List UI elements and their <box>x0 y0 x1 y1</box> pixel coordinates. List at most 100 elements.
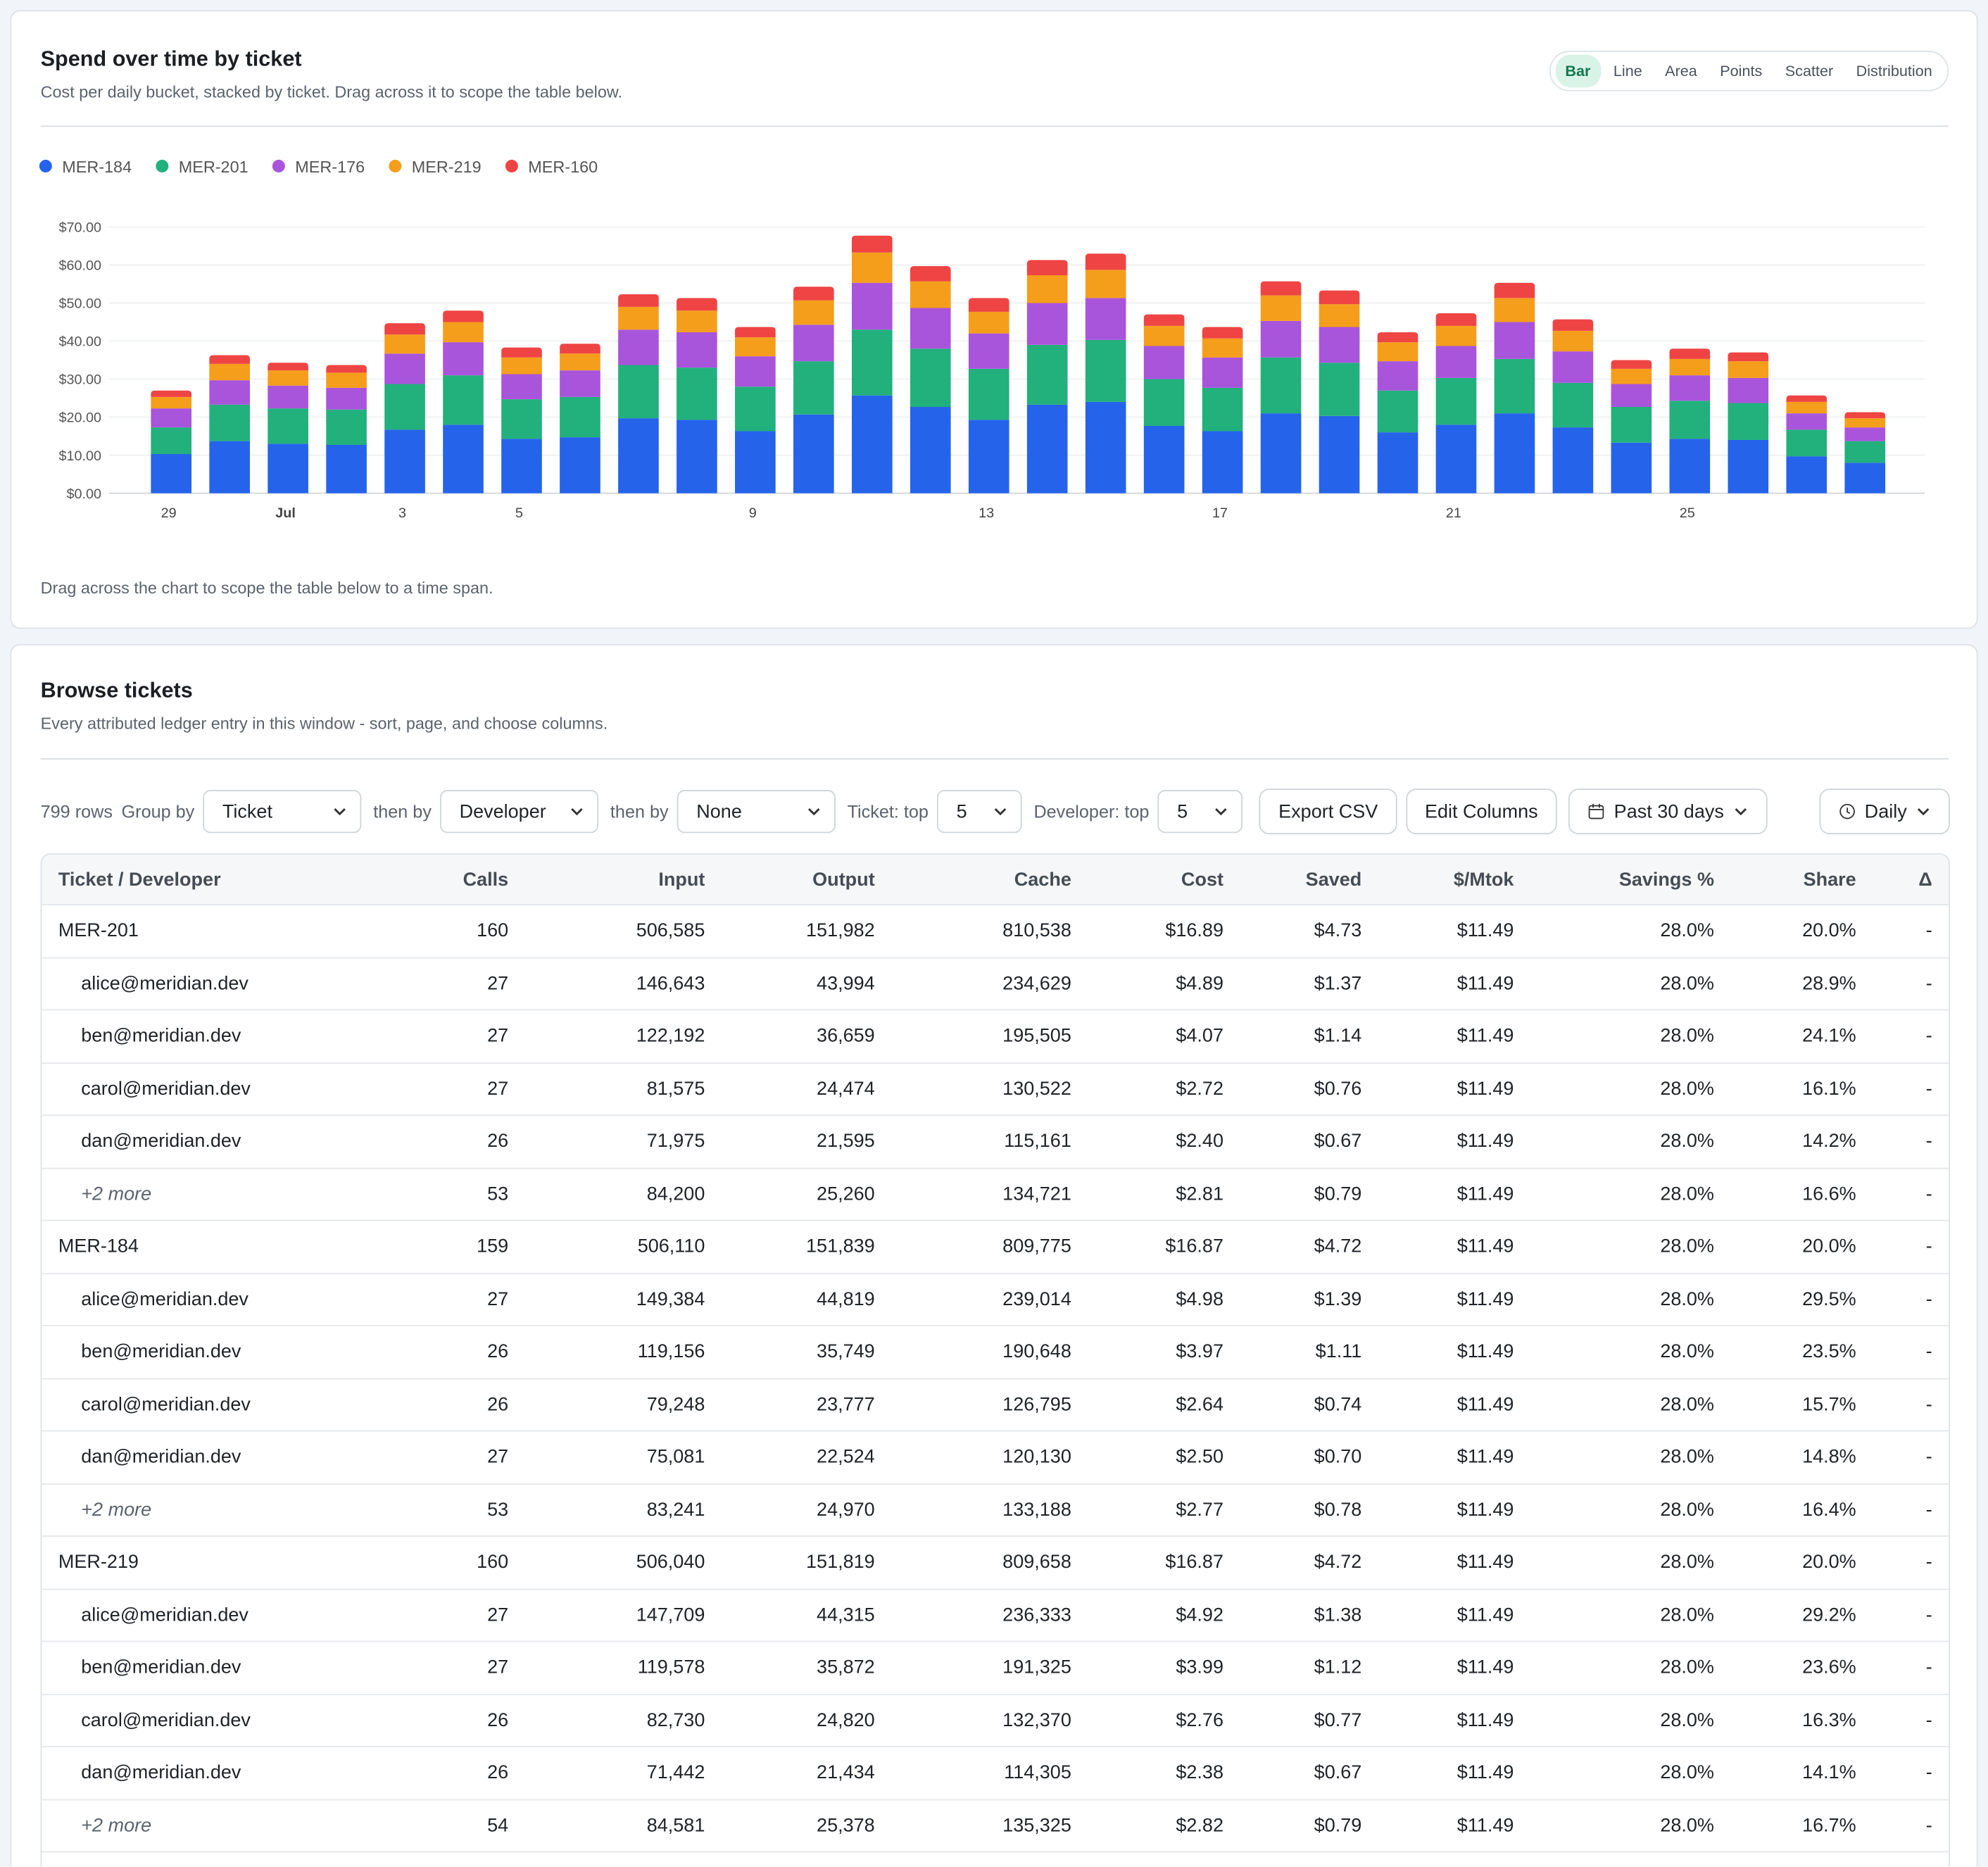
table-cell: 28.0% <box>1660 1446 1714 1469</box>
table-cell: - <box>1925 1446 1932 1469</box>
bar-segment <box>1552 427 1594 494</box>
table-cell: 120,130 <box>1002 1446 1071 1469</box>
y-tick-label: $40.00 <box>59 334 102 350</box>
bar-segment <box>851 395 893 494</box>
table-cell: $1.38 <box>1314 1604 1362 1626</box>
bar-segment <box>1552 351 1594 383</box>
table-cell: - <box>1925 1025 1932 1048</box>
bar-segment <box>209 404 250 441</box>
table-cell: 54 <box>487 1814 509 1837</box>
table-cell: Cost <box>1181 868 1223 891</box>
y-tick-label: $70.00 <box>59 220 102 236</box>
view-option[interactable]: Line <box>1613 62 1642 80</box>
bar-segment <box>968 311 1009 334</box>
bar-segment <box>1026 275 1068 303</box>
bar-segment <box>443 310 484 322</box>
bar-segment <box>1085 339 1126 402</box>
table-cell: 26 <box>487 1131 509 1152</box>
bar-segment <box>151 396 192 409</box>
chevron <box>1917 808 1930 816</box>
table-cell: MER-219 <box>58 1551 139 1573</box>
bar-segment <box>1319 415 1360 494</box>
chevron <box>571 808 584 816</box>
table-cell: $0.79 <box>1314 1183 1362 1205</box>
table-cell: - <box>1925 1657 1932 1679</box>
icon <box>1588 803 1604 819</box>
button[interactable]: Edit Columns <box>1405 788 1557 835</box>
table-cell: 15.7% <box>1802 1393 1856 1416</box>
table-cell: 506,585 <box>636 920 705 942</box>
view-option[interactable]: Bar <box>1555 54 1601 88</box>
table-cell: 506,040 <box>636 1551 705 1573</box>
select[interactable]: Ticket <box>203 790 363 834</box>
select[interactable]: 5 <box>1158 790 1243 834</box>
table-cell: 53 <box>487 1183 509 1205</box>
bar-segment <box>1844 412 1886 419</box>
table-cell: 190,648 <box>1002 1341 1071 1363</box>
bar-segment <box>501 357 542 375</box>
chevron <box>1215 808 1228 816</box>
table-cell: - <box>1925 1499 1932 1521</box>
button[interactable]: Export CSV <box>1259 788 1397 835</box>
bar-segment <box>851 282 893 330</box>
table-cell: dan@meridian.dev <box>81 1761 241 1784</box>
table-cell: $2.76 <box>1176 1709 1223 1731</box>
table-cell: 126,795 <box>1002 1393 1071 1416</box>
table-cell: Cache <box>1014 868 1071 891</box>
table-cell: 82,730 <box>646 1709 705 1731</box>
chevron <box>808 808 820 816</box>
table-cell: - <box>1925 1814 1932 1837</box>
table-cell: $1.12 <box>1314 1657 1362 1679</box>
table-cell: dan@meridian.dev <box>81 1131 241 1152</box>
select[interactable]: 5 <box>937 790 1023 834</box>
bar-segment <box>1377 332 1418 343</box>
bar-segment <box>1202 357 1243 388</box>
table-cell: 16.6% <box>1802 1183 1856 1205</box>
table-cell: $16.87 <box>1165 1551 1223 1573</box>
table-cell: 26 <box>487 1709 509 1731</box>
table-cell: +2 more <box>81 1183 152 1205</box>
bucket[interactable]: Daily <box>1818 788 1950 835</box>
table-cell: alice@meridian.dev <box>81 1288 249 1310</box>
bar-segment <box>851 252 893 283</box>
view-option[interactable]: Scatter <box>1785 62 1834 80</box>
table-cell: $11.49 <box>1457 972 1514 995</box>
table-cell: $3.99 <box>1176 1657 1223 1679</box>
select[interactable]: None <box>677 790 836 834</box>
table-row: dan@meridian.dev 26 71,442 21,434 114,305 $2.… <box>42 1747 1949 1800</box>
view-option[interactable]: Distribution <box>1856 62 1932 80</box>
table-cell: $11.49 <box>1457 1499 1514 1521</box>
icon <box>1839 803 1855 819</box>
select[interactable]: Developer <box>440 790 599 834</box>
bar-segment <box>1494 322 1535 359</box>
table-cell: 810,538 <box>1002 920 1071 942</box>
table-cell: $11.49 <box>1457 1078 1514 1100</box>
table-cell: Ticket / Developer <box>58 868 221 891</box>
table-cell: - <box>1925 1761 1932 1784</box>
table-cell: 16.4% <box>1802 1499 1856 1521</box>
table-cell: 119,156 <box>637 1341 705 1363</box>
table-cell: 28.0% <box>1660 1761 1714 1784</box>
table-cell: 23.5% <box>1802 1341 1856 1363</box>
legend-swatch <box>39 159 52 172</box>
bar-segment <box>1377 390 1418 433</box>
bar-segment <box>209 355 250 364</box>
bar-segment <box>910 266 951 282</box>
bar-segment <box>501 399 542 439</box>
view-option[interactable]: Area <box>1665 62 1697 80</box>
x-tick-label: 9 <box>749 505 757 521</box>
table-cell: $16.89 <box>1165 920 1223 942</box>
bar-segment <box>677 367 717 420</box>
bar-segment <box>209 363 250 381</box>
x-tick-label: Jul <box>275 505 296 521</box>
date-range[interactable]: Past 30 days <box>1568 788 1768 835</box>
table-cell: $0.78 <box>1314 1499 1362 1521</box>
bar-segment <box>793 325 834 362</box>
bar-segment <box>1669 375 1711 401</box>
bar-segment <box>1669 358 1711 376</box>
table-cell: $11.49 <box>1457 1183 1514 1205</box>
bar-segment <box>151 408 192 428</box>
view-option[interactable]: Points <box>1720 62 1763 80</box>
bar-segment <box>384 384 425 430</box>
